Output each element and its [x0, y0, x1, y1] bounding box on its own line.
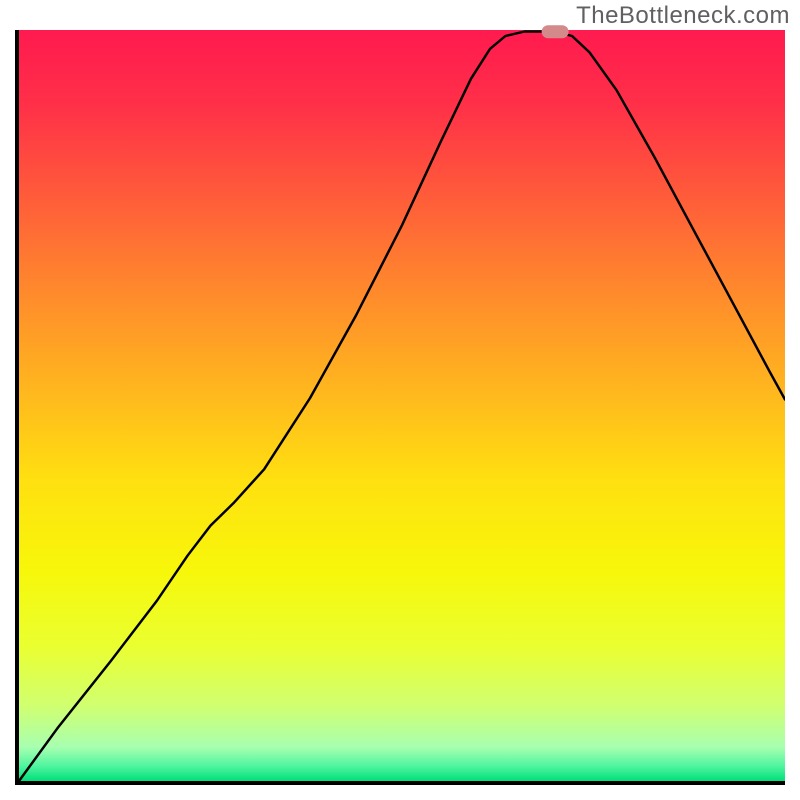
watermark-text: TheBottleneck.com — [576, 2, 790, 30]
curve-path — [19, 32, 785, 781]
minimum-marker — [542, 25, 569, 39]
bottleneck-curve — [19, 30, 785, 781]
chart-frame — [15, 30, 785, 785]
